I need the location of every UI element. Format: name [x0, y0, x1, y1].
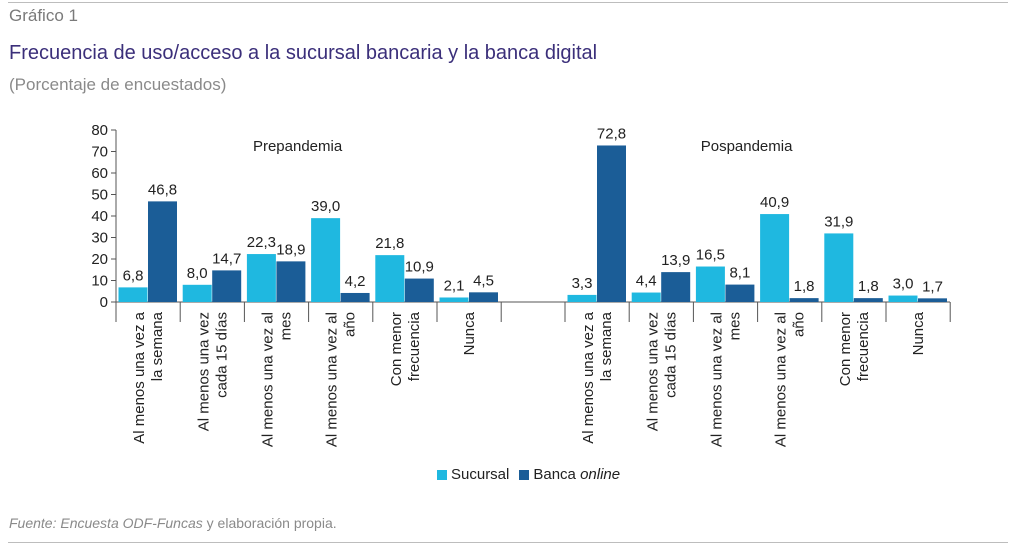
source-rest: y elaboración propia.	[202, 515, 337, 531]
bar	[725, 284, 755, 302]
data-label: 40,9	[760, 194, 789, 211]
y-tick-label: 80	[91, 122, 108, 139]
y-tick-label: 50	[91, 187, 108, 204]
bar	[661, 272, 691, 302]
legend-item-banca-online: Banca online	[519, 466, 620, 483]
y-tick-label: 10	[91, 273, 108, 290]
bar	[246, 254, 276, 302]
bar	[311, 218, 341, 302]
data-label: 1,8	[858, 278, 879, 295]
category-label: Al menos una vez al	[260, 312, 277, 447]
bar	[597, 145, 626, 302]
y-tick-label: 60	[91, 165, 108, 182]
y-tick-label: 20	[91, 251, 108, 268]
bar	[118, 287, 148, 302]
panel-title: Pospandemia	[701, 138, 793, 155]
category-label: Nunca	[461, 311, 478, 355]
category-label: Nunca	[910, 311, 927, 355]
data-label: 18,9	[276, 241, 305, 258]
data-label: 8,0	[187, 265, 208, 282]
bottom-rule	[8, 542, 1008, 543]
category-label: Con menor	[837, 312, 854, 386]
bar	[695, 266, 725, 302]
category-label: Al menos una vez al	[709, 312, 726, 447]
bar	[439, 297, 469, 302]
data-label: 4,2	[345, 273, 366, 290]
data-label: 4,4	[636, 273, 657, 290]
panel-title: Prepandemia	[253, 138, 343, 155]
bar	[918, 298, 947, 302]
data-label: 46,8	[148, 181, 177, 198]
category-label: la semana	[149, 311, 166, 381]
y-tick-label: 30	[91, 230, 108, 247]
bar	[404, 278, 434, 302]
legend-label-banca-prefix: Banca	[533, 466, 581, 483]
source-italic: Fuente: Encuesta ODF-Funcas	[9, 515, 203, 531]
bar	[567, 294, 597, 302]
bar	[631, 292, 661, 302]
data-label: 21,8	[375, 235, 404, 252]
figure-label: Gráfico 1	[9, 6, 78, 25]
bar	[375, 255, 405, 302]
category-label: la semana	[598, 311, 615, 381]
data-label: 3,0	[893, 276, 914, 293]
legend: Sucursal Banca online	[437, 466, 630, 483]
bar	[789, 298, 819, 302]
bar	[824, 233, 854, 302]
legend-swatch-sucursal	[437, 469, 447, 480]
data-label: 14,7	[212, 250, 241, 267]
category-label: mes	[727, 312, 744, 340]
data-label: 6,8	[123, 267, 144, 284]
category-label: Al menos una vez a	[131, 311, 148, 443]
category-label: Al menos una vez al	[773, 312, 790, 447]
chart-title: Frecuencia de uso/acceso a la sucursal b…	[9, 42, 598, 64]
category-label: mes	[278, 312, 295, 340]
category-label: Al menos una vez	[195, 312, 212, 431]
data-label: 1,7	[922, 278, 943, 295]
data-label: 72,8	[597, 125, 626, 142]
y-tick-label: 40	[91, 208, 108, 225]
legend-label-sucursal: Sucursal	[451, 466, 510, 483]
bar	[182, 284, 212, 302]
legend-label-banca-online: online	[580, 466, 621, 483]
y-tick-label: 0	[100, 294, 108, 311]
category-label: Al menos una vez	[644, 312, 661, 431]
legend-swatch-banca-online	[519, 469, 530, 480]
bar	[276, 261, 306, 302]
category-label: cada 15 días	[662, 312, 679, 398]
data-label: 31,9	[824, 213, 853, 230]
data-label: 2,1	[444, 277, 465, 294]
category-label: año	[342, 312, 359, 337]
category-label: Con menor	[388, 312, 405, 386]
category-label: frecuencia	[406, 311, 423, 381]
category-label: frecuencia	[855, 311, 872, 381]
bar	[469, 292, 498, 302]
data-label: 10,9	[405, 259, 434, 276]
data-label: 39,0	[311, 198, 340, 215]
data-label: 8,1	[729, 265, 750, 282]
bar	[888, 295, 918, 302]
data-label: 13,9	[661, 252, 690, 269]
y-tick-label: 70	[91, 144, 108, 161]
data-label: 1,8	[794, 278, 815, 295]
category-label: Al menos una vez al	[324, 312, 341, 447]
data-label: 22,3	[247, 234, 276, 251]
category-label: cada 15 días	[213, 312, 230, 398]
top-rule	[8, 2, 1008, 3]
source-note: Fuente: Encuesta ODF-Funcas y elaboració…	[9, 515, 337, 531]
bar	[760, 214, 790, 302]
category-label: Al menos una vez a	[580, 311, 597, 443]
data-label: 4,5	[473, 272, 494, 289]
legend-item-sucursal: Sucursal	[437, 466, 509, 483]
category-label: año	[791, 312, 808, 337]
bar	[340, 292, 370, 302]
bar	[212, 270, 242, 302]
chart-subtitle: (Porcentaje de encuestados)	[9, 75, 227, 94]
bar	[148, 201, 177, 302]
data-label: 16,5	[696, 247, 725, 264]
bar	[853, 298, 883, 302]
data-label: 3,3	[572, 275, 593, 292]
